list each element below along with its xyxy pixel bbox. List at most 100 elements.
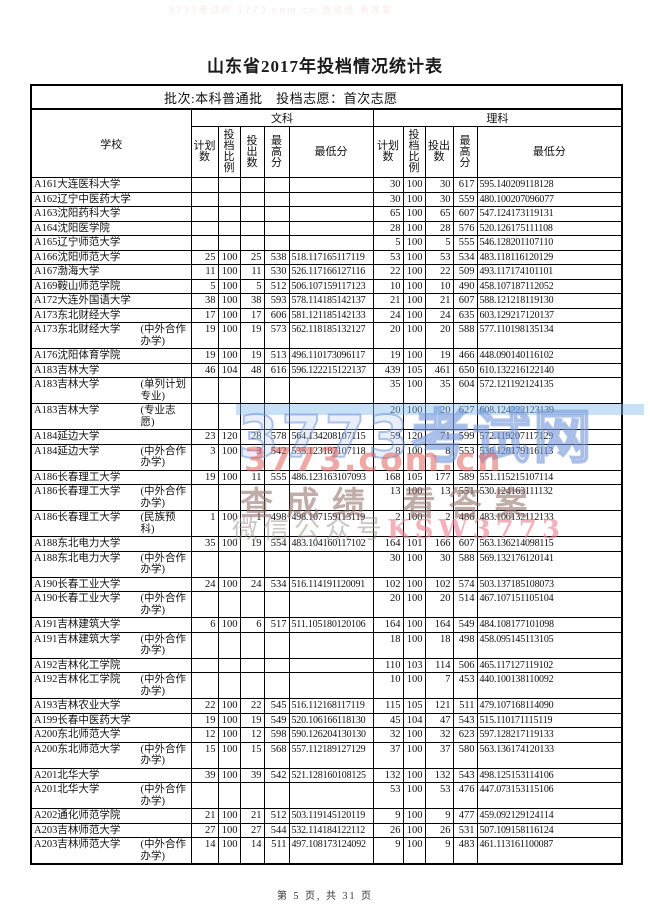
min-score-cell: 480.100207096077 [476, 191, 623, 207]
school-note: (中外合作办学) [140, 486, 187, 509]
min-score-cell [288, 191, 374, 207]
num-cell: 573 [263, 322, 290, 349]
num-cell: 105 [402, 362, 426, 378]
num-cell: 1 [239, 510, 265, 537]
num-cell: 483 [452, 837, 478, 865]
min-score-cell [288, 177, 374, 193]
school-name: A192吉林化工学院 [34, 659, 121, 671]
num-cell: 13 [424, 484, 454, 511]
table-row: A183吉林大学 (专业志愿) 20 100 20 627 608.124222123139 [30, 403, 623, 430]
min-score-cell: 516.114191120091 [288, 576, 374, 592]
num-cell: 3 [239, 443, 265, 471]
num-cell [190, 377, 219, 404]
school-name: A173东北财经大学 [34, 309, 121, 321]
num-cell [217, 403, 241, 430]
table-row: A186长春理工大学 (中外合作办学) 13 100 13 551 530.12416311… [30, 484, 623, 511]
school-name: A161大连医科大学 [34, 179, 121, 190]
table-row: A192吉林化工学院 110 103 114 506 465.117127119102 [30, 657, 623, 673]
num-cell: 15 [190, 741, 219, 769]
min-score-cell: 562.118185132127 [288, 322, 374, 349]
table-row: A164沈阳医学院 28 100 28 576 520.126175111108 [30, 220, 623, 236]
num-cell [239, 377, 265, 404]
num-cell: 100 [402, 307, 426, 323]
school-cell: A167渤海大学 [30, 264, 192, 280]
num-cell: 100 [217, 322, 241, 349]
min-score-cell: 530.124163111132 [476, 484, 623, 511]
num-cell: 22 [424, 264, 454, 280]
num-cell: 100 [217, 837, 241, 865]
num-cell: 20 [424, 322, 454, 349]
num-cell [263, 484, 290, 511]
num-cell [263, 591, 290, 618]
min-score-cell: 557.112189127129 [288, 741, 374, 769]
num-cell: 24 [372, 307, 404, 323]
num-cell [239, 484, 265, 511]
num-cell: 2 [372, 510, 404, 537]
school-cell: A186长春理工大学 (中外合作办学) [30, 484, 192, 511]
school-cell: A191吉林建筑大学 (中外合作办学) [30, 631, 192, 659]
num-cell: 20 [372, 322, 404, 349]
num-cell: 599 [452, 429, 478, 445]
school-name: A203吉林师范大学 [34, 824, 121, 836]
num-cell: 5 [372, 235, 404, 251]
min-score-cell: 572.121192124135 [476, 377, 623, 404]
num-cell: 105 [402, 469, 426, 485]
num-cell: 17 [239, 307, 265, 323]
column-header-row: 计划数 投档比例 投出数 最高分 最低分 计划数 投档比例 投出数 最高分 最低… [31, 126, 623, 178]
school-cell: A184延边大学 [30, 429, 192, 445]
num-cell: 100 [402, 672, 426, 699]
num-cell [190, 484, 219, 511]
table-row: A192吉林化工学院 (中外合作办学) 10 100 7 453 440.100138110… [30, 672, 623, 699]
num-cell: 551 [452, 484, 478, 511]
num-cell: 12 [239, 727, 265, 743]
num-cell: 101 [402, 536, 426, 552]
school-name: A169鞍山师范学院 [34, 280, 121, 292]
num-cell: 132 [372, 767, 404, 783]
num-cell: 164 [424, 617, 454, 633]
num-cell [190, 191, 219, 207]
school-name: A203吉林师范大学 [34, 839, 121, 850]
num-cell [217, 550, 241, 578]
batch-subtitle: 批次:本科普通批 投档志愿：首次志愿 [30, 84, 623, 110]
school-cell: A203吉林师范大学 [30, 822, 192, 838]
page-number: 第 5 页, 共 31 页 [277, 891, 373, 902]
school-name: A191吉林建筑大学 [34, 619, 121, 630]
num-cell: 71 [424, 429, 454, 445]
num-cell: 27 [190, 822, 219, 838]
num-cell: 635 [452, 307, 478, 323]
school-name: A190长春工业大学 [34, 593, 121, 604]
school-cell: A165辽宁师范大学 [30, 235, 192, 251]
num-cell: 168 [372, 469, 404, 485]
min-score-cell: 521.128160108125 [288, 767, 374, 783]
table-row: A161大连医科大学 30 100 30 617 595.140209118128 [30, 177, 623, 193]
num-cell: 53 [372, 249, 404, 265]
num-cell: 26 [424, 822, 454, 838]
num-cell: 598 [263, 727, 290, 743]
table-row: A184延边大学 (中外合作办学) 3 100 3 542 535.123187107118… [30, 443, 623, 471]
min-score-cell: 546.128201107110 [476, 235, 623, 251]
num-cell: 26 [372, 822, 404, 838]
num-cell: 100 [402, 443, 426, 471]
num-cell: 37 [372, 741, 404, 769]
num-cell: 100 [402, 377, 426, 404]
min-score-cell: 547.124173119131 [476, 206, 623, 222]
table-row: A172大连外国语大学 38 100 38 593 578.114185142137 21 1… [30, 293, 623, 309]
school-note: (中外合作办学) [140, 784, 187, 807]
school-note: (中外合作办学) [140, 743, 187, 767]
min-score-cell: 535.123187107118 [288, 443, 374, 471]
num-cell [239, 672, 265, 699]
num-cell: 543 [452, 712, 478, 728]
num-cell: 38 [239, 293, 265, 309]
num-cell: 30 [372, 177, 404, 193]
num-cell: 10 [372, 278, 404, 294]
num-cell: 53 [424, 249, 454, 265]
table-row: A191吉林建筑大学 (中外合作办学) 18 100 18 498 458.09514511… [30, 631, 623, 659]
min-score-cell: 520.106166118130 [288, 712, 374, 728]
num-cell [217, 177, 241, 193]
num-cell [263, 657, 290, 673]
num-cell: 8 [372, 443, 404, 471]
num-cell: 100 [402, 767, 426, 783]
school-cell: A186长春理工大学 (民族预科) [30, 510, 192, 537]
num-cell [190, 591, 219, 618]
